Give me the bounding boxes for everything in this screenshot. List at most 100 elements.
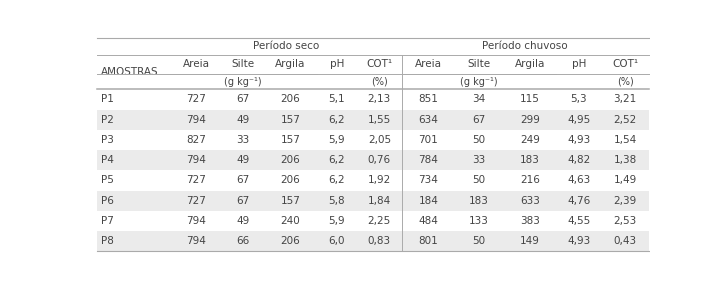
Text: 249: 249 <box>520 135 540 145</box>
Text: 801: 801 <box>419 236 438 246</box>
Text: 4,82: 4,82 <box>567 155 591 165</box>
Text: 4,95: 4,95 <box>567 115 591 125</box>
Text: 183: 183 <box>469 196 489 206</box>
Bar <box>97 130 648 150</box>
Text: 67: 67 <box>237 94 250 104</box>
Text: 50: 50 <box>473 175 486 185</box>
Text: 157: 157 <box>280 135 300 145</box>
Text: 734: 734 <box>419 175 438 185</box>
Bar <box>97 170 648 190</box>
Text: 149: 149 <box>520 236 540 246</box>
Text: 206: 206 <box>281 236 300 246</box>
Text: 2,05: 2,05 <box>367 135 391 145</box>
Text: 5,3: 5,3 <box>570 94 587 104</box>
Text: 67: 67 <box>237 175 250 185</box>
Text: 49: 49 <box>237 115 250 125</box>
Text: 2,39: 2,39 <box>614 196 637 206</box>
Text: Areia: Areia <box>415 59 442 69</box>
Text: P2: P2 <box>100 115 113 125</box>
Text: 2,13: 2,13 <box>367 94 391 104</box>
Bar <box>97 110 648 130</box>
Text: 2,52: 2,52 <box>614 115 637 125</box>
Text: 6,2: 6,2 <box>329 155 345 165</box>
Bar <box>97 89 648 110</box>
Text: 4,55: 4,55 <box>567 216 591 226</box>
Text: 851: 851 <box>419 94 438 104</box>
Text: Silte: Silte <box>232 59 255 69</box>
Text: 794: 794 <box>186 155 206 165</box>
Text: COT¹: COT¹ <box>612 59 638 69</box>
Text: Argila: Argila <box>275 59 305 69</box>
Text: 240: 240 <box>281 216 300 226</box>
Text: 2,25: 2,25 <box>367 216 391 226</box>
Text: 6,0: 6,0 <box>329 236 345 246</box>
Text: 4,93: 4,93 <box>567 236 591 246</box>
Text: 6,2: 6,2 <box>329 175 345 185</box>
Text: P1: P1 <box>100 94 113 104</box>
Text: 794: 794 <box>186 216 206 226</box>
Text: 784: 784 <box>419 155 438 165</box>
Text: 33: 33 <box>472 155 486 165</box>
Text: 0,76: 0,76 <box>367 155 391 165</box>
Text: 49: 49 <box>237 216 250 226</box>
Text: 66: 66 <box>237 236 250 246</box>
Text: 206: 206 <box>281 94 300 104</box>
Text: 0,83: 0,83 <box>367 236 391 246</box>
Text: 0,43: 0,43 <box>614 236 637 246</box>
Text: 6,2: 6,2 <box>329 115 345 125</box>
Text: pH: pH <box>330 59 344 69</box>
Text: 49: 49 <box>237 155 250 165</box>
Text: 5,8: 5,8 <box>329 196 345 206</box>
Text: pH: pH <box>572 59 586 69</box>
Text: 634: 634 <box>419 115 438 125</box>
Text: 484: 484 <box>419 216 438 226</box>
Text: Argila: Argila <box>515 59 545 69</box>
Text: 1,84: 1,84 <box>367 196 391 206</box>
Text: 115: 115 <box>520 94 540 104</box>
Text: 794: 794 <box>186 115 206 125</box>
Bar <box>97 211 648 231</box>
Text: 5,1: 5,1 <box>329 94 345 104</box>
Bar <box>97 231 648 251</box>
Text: 50: 50 <box>473 236 486 246</box>
Text: 1,92: 1,92 <box>367 175 391 185</box>
Text: 794: 794 <box>186 236 206 246</box>
Text: 1,49: 1,49 <box>614 175 637 185</box>
Text: P3: P3 <box>100 135 113 145</box>
Text: 50: 50 <box>473 135 486 145</box>
Text: 183: 183 <box>520 155 540 165</box>
Text: (g kg⁻¹): (g kg⁻¹) <box>225 77 262 87</box>
Text: (g kg⁻¹): (g kg⁻¹) <box>461 77 498 87</box>
Text: Período seco: Período seco <box>253 41 319 51</box>
Text: 157: 157 <box>280 196 300 206</box>
Text: 4,76: 4,76 <box>567 196 591 206</box>
Text: 216: 216 <box>520 175 540 185</box>
Text: 701: 701 <box>419 135 438 145</box>
Text: 2,53: 2,53 <box>614 216 637 226</box>
Text: Período chuvoso: Período chuvoso <box>482 41 568 51</box>
Text: 299: 299 <box>520 115 540 125</box>
Text: 206: 206 <box>281 175 300 185</box>
Bar <box>97 190 648 211</box>
Bar <box>97 150 648 170</box>
Text: P6: P6 <box>100 196 113 206</box>
Text: 1,54: 1,54 <box>614 135 637 145</box>
Text: 727: 727 <box>186 196 206 206</box>
Text: COT¹: COT¹ <box>366 59 393 69</box>
Text: 1,38: 1,38 <box>614 155 637 165</box>
Text: (%): (%) <box>371 77 388 87</box>
Text: 633: 633 <box>520 196 540 206</box>
Text: 67: 67 <box>472 115 486 125</box>
Text: P4: P4 <box>100 155 113 165</box>
Text: 1,55: 1,55 <box>367 115 391 125</box>
Text: 133: 133 <box>469 216 489 226</box>
Text: 5,9: 5,9 <box>329 216 345 226</box>
Text: 383: 383 <box>520 216 540 226</box>
Text: Silte: Silte <box>468 59 491 69</box>
Text: P7: P7 <box>100 216 113 226</box>
Text: 727: 727 <box>186 175 206 185</box>
Text: 4,63: 4,63 <box>567 175 591 185</box>
Text: 67: 67 <box>237 196 250 206</box>
Text: (%): (%) <box>617 77 633 87</box>
Text: 206: 206 <box>281 155 300 165</box>
